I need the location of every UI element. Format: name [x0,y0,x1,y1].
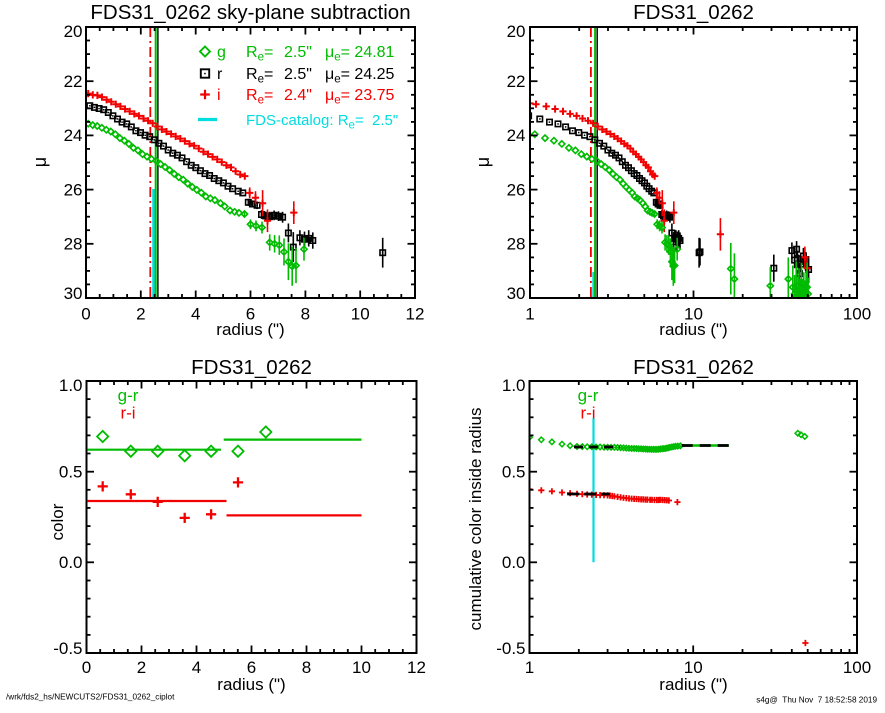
svg-text:2.5": 2.5" [284,44,312,61]
svg-text:0.0: 0.0 [502,553,526,572]
svg-text:1: 1 [525,305,534,324]
svg-text:28: 28 [507,235,526,254]
svg-text:s4g@ Thu Nov 7 18:52:58 2019: s4g@ Thu Nov 7 18:52:58 2019 [756,696,877,705]
svg-text:μe= 24.81: μe= 24.81 [325,44,395,64]
svg-text:μe= 24.25: μe= 24.25 [325,66,395,86]
svg-text:0: 0 [82,658,91,677]
svg-text:i: i [217,87,221,104]
svg-text:8: 8 [302,658,311,677]
svg-text:radius ("): radius (") [659,320,727,339]
svg-text:26: 26 [64,180,83,199]
svg-text:1.0: 1.0 [59,376,83,395]
svg-text:28: 28 [64,235,83,254]
svg-text:22: 22 [507,72,526,91]
svg-text:20: 20 [64,22,83,41]
svg-text:FDS31_0262: FDS31_0262 [633,1,754,24]
svg-text:12: 12 [407,658,426,677]
svg-text:μ: μ [473,157,493,167]
svg-text:4: 4 [191,305,200,324]
svg-text:2: 2 [136,305,145,324]
svg-text:2: 2 [137,658,146,677]
svg-text:radius ("): radius (") [216,320,284,339]
svg-text:6: 6 [246,305,255,324]
svg-text:-0.5: -0.5 [496,639,525,658]
svg-text:1.0: 1.0 [502,376,526,395]
svg-text:r-i: r-i [120,404,135,423]
svg-text:/wrk/fds2_hs/NEWCUTS2/FDS31_02: /wrk/fds2_hs/NEWCUTS2/FDS31_0262_ciplot [6,693,175,702]
svg-text:radius ("): radius (") [659,675,727,694]
svg-text:30: 30 [64,284,83,303]
svg-text:100: 100 [843,658,871,677]
svg-text:26: 26 [507,180,526,199]
svg-text:0.0: 0.0 [59,553,83,572]
svg-text:10: 10 [352,658,371,677]
svg-text:10: 10 [684,658,703,677]
svg-text:0.5: 0.5 [59,462,83,481]
svg-text:22: 22 [64,72,83,91]
svg-text:r: r [217,66,223,83]
svg-text:radius ("): radius (") [217,675,285,694]
svg-text:100: 100 [843,305,871,324]
svg-text:-0.5: -0.5 [53,639,82,658]
svg-text:30: 30 [507,284,526,303]
svg-text:cumulative color inside radius: cumulative color inside radius [466,408,485,631]
svg-text:μ: μ [30,157,50,167]
svg-text:10: 10 [684,305,703,324]
svg-text:color: color [48,503,67,540]
svg-text:g: g [217,44,226,61]
svg-text:2.4": 2.4" [284,87,312,104]
svg-text:Re=: Re= [246,87,273,107]
svg-text:g-r: g-r [118,386,139,405]
svg-text:24: 24 [64,126,83,145]
svg-text:0.5: 0.5 [502,462,526,481]
svg-text:g-r: g-r [578,386,599,405]
svg-text:8: 8 [301,305,310,324]
svg-text:12: 12 [406,305,425,324]
svg-text:2.5": 2.5" [284,66,312,83]
svg-text:Re=: Re= [246,66,273,86]
svg-text:6: 6 [247,658,256,677]
svg-text:FDS-catalog: Re= 2.5": FDS-catalog: Re= 2.5" [246,112,398,132]
svg-text:24: 24 [507,126,526,145]
svg-text:4: 4 [192,658,201,677]
svg-text:FDS31_0262: FDS31_0262 [633,356,754,379]
svg-text:0: 0 [81,305,90,324]
svg-text:FDS31_0262: FDS31_0262 [191,356,312,379]
svg-text:10: 10 [351,305,370,324]
svg-text:20: 20 [507,22,526,41]
svg-text:μe= 23.75: μe= 23.75 [325,87,395,107]
svg-text:r-i: r-i [580,404,595,423]
svg-text:Re=: Re= [246,44,273,64]
svg-text:1: 1 [525,658,534,677]
svg-text:FDS31_0262 sky-plane subtracti: FDS31_0262 sky-plane subtraction [90,1,410,24]
